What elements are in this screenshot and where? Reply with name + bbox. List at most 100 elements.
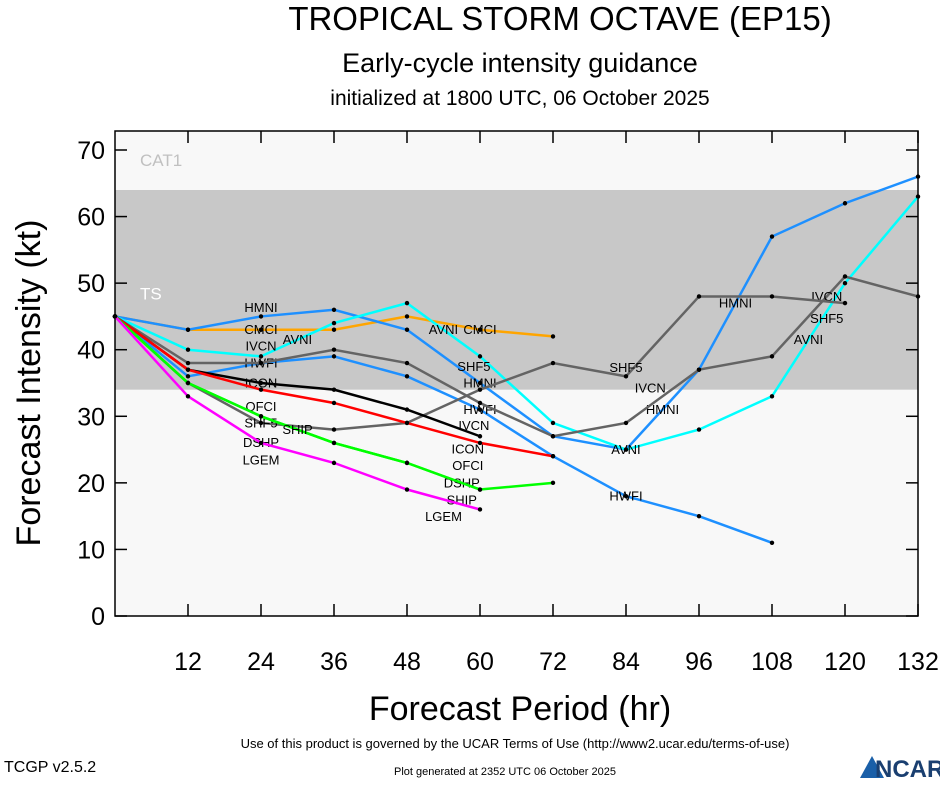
series-line-ivcn (114, 275, 919, 438)
series-line-lgem (114, 315, 481, 511)
data-point (477, 400, 483, 406)
data-point (696, 427, 702, 432)
series-label: IVCN (458, 418, 489, 433)
data-point (769, 294, 775, 299)
series-line-avni (114, 195, 919, 451)
series-label: SHF5 (457, 359, 490, 374)
data-point (842, 274, 848, 279)
band-label-ts: TS (140, 285, 162, 304)
plot-frame (114, 130, 919, 617)
y-axis-label: Forecast Intensity (kt) (10, 220, 48, 547)
series-label: AVNI (283, 332, 312, 347)
series-cmci: CMCI CMCI (112, 314, 556, 339)
data-point (769, 394, 775, 399)
x-tick-label: 12 (174, 648, 202, 676)
data-point (696, 294, 702, 299)
data-point (769, 354, 775, 359)
chart-init-time: initialized at 1800 UTC, 06 October 2025 (330, 87, 709, 110)
data-point (550, 454, 556, 459)
data-point (112, 314, 118, 319)
data-point (623, 374, 629, 379)
series-label: AVNI (429, 322, 458, 337)
ncar-logo: NCAR (860, 756, 940, 783)
data-point (915, 174, 921, 179)
data-point (258, 360, 264, 366)
data-point (915, 294, 921, 299)
x-tick-label: 24 (247, 648, 275, 676)
series-label: ICON (452, 441, 485, 456)
data-point (623, 447, 629, 452)
data-point (258, 314, 264, 319)
series-line-ship (114, 315, 481, 491)
series-avni: AVNI AVNI AVNI AVNI (112, 194, 921, 457)
y-tick-label: 0 (91, 603, 105, 631)
series-label: HMNI (646, 402, 679, 417)
data-point (331, 460, 337, 466)
data-point (258, 354, 264, 359)
x-tick-label: 48 (393, 648, 421, 676)
y-tick-label: 40 (77, 337, 105, 365)
data-point (185, 380, 191, 386)
data-point (477, 327, 483, 332)
x-tick-label: 72 (539, 648, 567, 676)
terms-of-use: Use of this product is governed by the U… (241, 736, 790, 751)
band-ts (115, 189, 918, 390)
data-point (185, 394, 191, 399)
data-point (258, 420, 264, 426)
data-point (258, 327, 264, 332)
data-point (404, 460, 410, 466)
data-point (550, 360, 556, 366)
series-line-hwfi (114, 315, 773, 544)
series-lgem: LGEM LGEM (112, 314, 483, 524)
series-label: HWFI (609, 489, 642, 504)
plot-generated-time: Plot generated at 2352 UTC 06 October 20… (394, 766, 616, 778)
data-point (331, 320, 337, 326)
data-point (477, 387, 483, 392)
series-label: CMCI (244, 322, 277, 337)
data-point (477, 380, 483, 386)
series-label: SHF5 (810, 311, 843, 326)
data-point (550, 434, 556, 439)
series-label: LGEM (425, 509, 462, 524)
data-point (842, 280, 848, 286)
data-point (185, 374, 191, 379)
data-point (550, 420, 556, 426)
chart-title: TROPICAL STORM OCTAVE (EP15) (288, 0, 831, 37)
data-point (404, 407, 410, 412)
x-tick-label: 120 (824, 648, 866, 676)
data-point (477, 487, 483, 492)
version-label: TCGP v2.5.2 (4, 759, 96, 776)
series-label: IVCN (635, 381, 666, 396)
series-label: OFCI (245, 399, 276, 414)
series-label: LGEM (243, 452, 280, 467)
data-point (842, 201, 848, 206)
data-point (769, 234, 775, 239)
data-point (477, 507, 483, 512)
x-tick-label: 108 (751, 648, 793, 676)
chart-subtitle: Early-cycle intensity guidance (342, 48, 698, 78)
data-point (477, 407, 483, 412)
y-tick-label: 20 (77, 470, 105, 498)
data-point (623, 493, 629, 499)
band-cat1 (115, 131, 918, 190)
data-point (331, 440, 337, 446)
x-tick-label: 84 (612, 648, 640, 676)
y-tick-label: 50 (77, 270, 105, 298)
series-line-hmni (114, 175, 919, 451)
data-point (696, 513, 702, 519)
data-point (623, 420, 629, 426)
data-point (331, 400, 337, 406)
data-point (331, 354, 337, 359)
ncar-logo-text: NCAR (875, 756, 940, 780)
series-ofci: OFCI OFCI (112, 314, 556, 473)
series-label: CMCI (463, 322, 496, 337)
data-point (404, 374, 410, 379)
data-point (477, 354, 483, 359)
series-label: IVCN (245, 339, 276, 354)
data-point (331, 387, 337, 392)
data-point (331, 327, 337, 332)
series-label: HMNI (719, 296, 752, 311)
